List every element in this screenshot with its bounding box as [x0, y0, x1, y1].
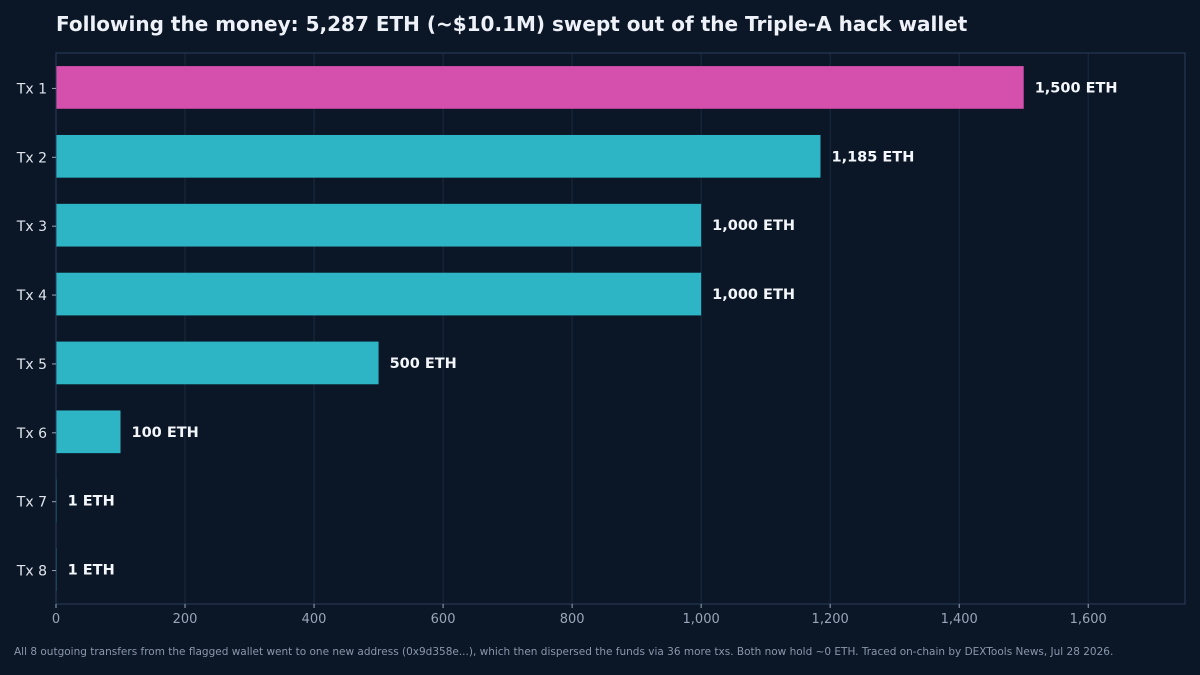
x-tick-label: 1,400 — [941, 612, 978, 627]
bar-value-label: 1,185 ETH — [831, 149, 914, 165]
bar-value-label: 1 ETH — [68, 563, 115, 579]
x-tick-label: 1,000 — [683, 612, 720, 627]
plot-frame — [55, 52, 1186, 605]
category-label: Tx 3 — [16, 219, 47, 235]
bar-6 — [56, 410, 121, 454]
category-label: Tx 4 — [16, 288, 47, 304]
x-tick-label: 400 — [302, 612, 327, 627]
bar-3 — [56, 203, 702, 247]
chart-title: Following the money: 5,287 ETH (~$10.1M)… — [56, 12, 968, 36]
x-tick-label: 1,200 — [812, 612, 849, 627]
bar-value-label: 1,500 ETH — [1035, 80, 1118, 96]
data-labels: 1,500 ETH 1,185 ETH 1,000 ETH 1,000 ETH 500 … — [68, 80, 1118, 578]
bar-value-label: 500 ETH — [390, 356, 457, 372]
x-tick-label: 800 — [560, 612, 585, 627]
bar-value-label: 1,000 ETH — [712, 218, 795, 234]
chart-caption: All 8 outgoing transfers from the flagge… — [14, 646, 1114, 658]
x-tick-label: 600 — [431, 612, 456, 627]
category-label: Tx 8 — [16, 564, 47, 580]
bar-value-label: 1 ETH — [68, 494, 115, 510]
x-tick-label: 200 — [173, 612, 198, 627]
bar-2 — [56, 134, 821, 178]
y-axis-ticks: Tx 1 Tx 2 Tx 3 Tx 4 Tx 5 Tx 6 Tx 7 Tx 8 — [16, 81, 56, 580]
category-label: Tx 1 — [16, 81, 47, 97]
plot-border — [55, 52, 1186, 605]
category-label: Tx 2 — [16, 150, 47, 166]
bar-value-label: 100 ETH — [132, 425, 199, 441]
x-axis-ticks: 0 200 400 600 800 1,000 1,200 1,400 1,600 — [52, 604, 1107, 627]
bar-5 — [56, 341, 379, 385]
category-label: Tx 5 — [16, 357, 47, 373]
bar-1 — [56, 66, 1024, 109]
x-tick-label: 1,600 — [1070, 612, 1107, 627]
x-tick-label: 0 — [52, 612, 60, 627]
bar-4 — [56, 272, 702, 316]
category-label: Tx 7 — [16, 495, 47, 511]
bars — [56, 66, 1024, 591]
category-label: Tx 6 — [16, 426, 47, 442]
bar-value-label: 1,000 ETH — [712, 287, 795, 303]
